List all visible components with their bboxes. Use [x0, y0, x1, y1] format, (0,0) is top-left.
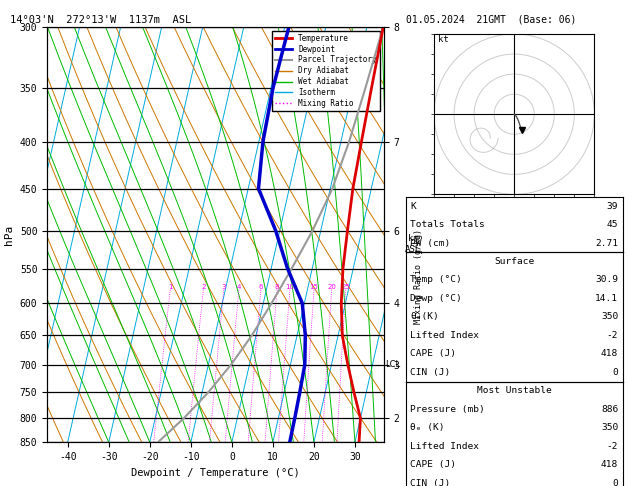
Text: 418: 418: [601, 349, 618, 358]
Text: 4: 4: [237, 284, 241, 290]
Text: 45: 45: [607, 220, 618, 229]
Text: 886: 886: [601, 405, 618, 414]
Text: LCL: LCL: [385, 360, 400, 369]
Text: 14°03'N  272°13'W  1137m  ASL: 14°03'N 272°13'W 1137m ASL: [10, 15, 191, 25]
Text: 0: 0: [613, 479, 618, 486]
Text: 25: 25: [342, 284, 350, 290]
X-axis label: Dewpoint / Temperature (°C): Dewpoint / Temperature (°C): [131, 468, 300, 478]
Text: Pressure (mb): Pressure (mb): [410, 405, 485, 414]
Text: 14.1: 14.1: [595, 294, 618, 303]
Text: 20: 20: [327, 284, 336, 290]
Text: 350: 350: [601, 312, 618, 321]
Text: 0: 0: [613, 368, 618, 377]
Text: 6: 6: [259, 284, 263, 290]
Text: CAPE (J): CAPE (J): [410, 460, 456, 469]
Text: 418: 418: [601, 460, 618, 469]
Text: CAPE (J): CAPE (J): [410, 349, 456, 358]
Text: PW (cm): PW (cm): [410, 239, 450, 247]
Text: 2: 2: [201, 284, 206, 290]
Text: K: K: [410, 202, 416, 210]
Text: θₑ (K): θₑ (K): [410, 423, 445, 432]
Text: 2.71: 2.71: [595, 239, 618, 247]
Y-axis label: km
ASL: km ASL: [405, 235, 421, 254]
Text: 15: 15: [309, 284, 318, 290]
Text: Surface: Surface: [494, 257, 534, 266]
Text: Temp (°C): Temp (°C): [410, 276, 462, 284]
Y-axis label: hPa: hPa: [4, 225, 14, 244]
Text: Dewp (°C): Dewp (°C): [410, 294, 462, 303]
Legend: Temperature, Dewpoint, Parcel Trajectory, Dry Adiabat, Wet Adiabat, Isotherm, Mi: Temperature, Dewpoint, Parcel Trajectory…: [272, 31, 380, 111]
Text: 30.9: 30.9: [595, 276, 618, 284]
Text: Lifted Index: Lifted Index: [410, 331, 479, 340]
Text: 350: 350: [601, 423, 618, 432]
Text: Mixing Ratio (g/kg): Mixing Ratio (g/kg): [414, 228, 423, 324]
Text: kt: kt: [438, 35, 448, 44]
Text: 10: 10: [286, 284, 294, 290]
Text: 39: 39: [607, 202, 618, 210]
Text: -2: -2: [607, 331, 618, 340]
Text: θₑ(K): θₑ(K): [410, 312, 439, 321]
Text: 01.05.2024  21GMT  (Base: 06): 01.05.2024 21GMT (Base: 06): [406, 15, 576, 25]
Text: Most Unstable: Most Unstable: [477, 386, 552, 395]
Text: CIN (J): CIN (J): [410, 479, 450, 486]
Text: -2: -2: [607, 442, 618, 451]
Text: 1: 1: [168, 284, 172, 290]
Text: CIN (J): CIN (J): [410, 368, 450, 377]
Text: 8: 8: [275, 284, 279, 290]
Text: 3: 3: [221, 284, 226, 290]
Text: Totals Totals: Totals Totals: [410, 220, 485, 229]
Text: Lifted Index: Lifted Index: [410, 442, 479, 451]
